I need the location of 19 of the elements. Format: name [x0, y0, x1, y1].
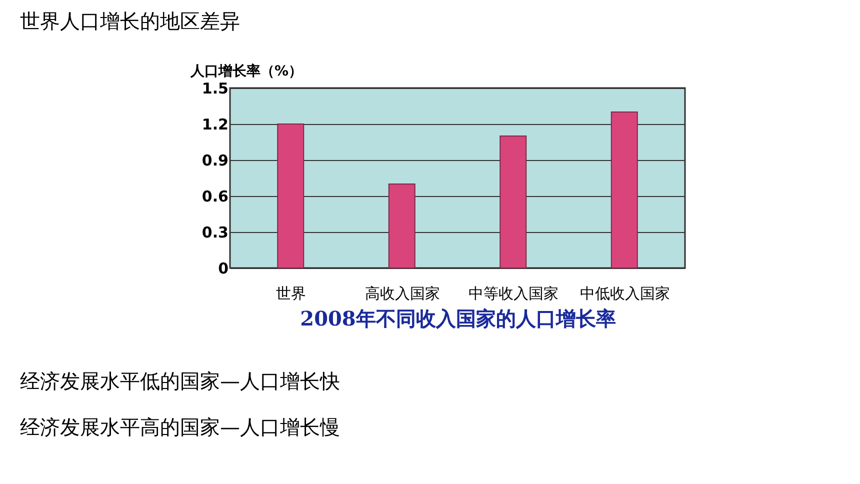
- text: 世界人口增长的地区差异: [20, 9, 240, 33]
- x-tick-label: 中低收入国家: [580, 284, 670, 302]
- bar: [610, 112, 638, 268]
- y-axis-title: 人口增长率（%）: [190, 62, 303, 80]
- text: 经济发展水平高的国家—人口增长慢: [20, 415, 340, 439]
- text: 经济发展水平低的国家—人口增长快: [20, 369, 340, 393]
- x-tick-label: 高收入国家: [364, 284, 440, 302]
- bar: [500, 136, 527, 268]
- y-tick-label: 1.2: [202, 116, 228, 134]
- y-tick-label: 0.6: [202, 188, 228, 206]
- y-tick-label: 0.3: [202, 224, 228, 242]
- y-tick-label: 0: [218, 260, 228, 278]
- x-tick-label: 世界: [276, 284, 306, 302]
- x-tick-label: 中等收入国家: [468, 284, 559, 302]
- bar: [388, 184, 416, 268]
- bar: [277, 124, 304, 268]
- y-tick-label: 0.9: [202, 152, 228, 170]
- text: 2008年不同收入国家的人口增长率: [300, 306, 616, 330]
- y-tick-label: 1.5: [202, 80, 228, 98]
